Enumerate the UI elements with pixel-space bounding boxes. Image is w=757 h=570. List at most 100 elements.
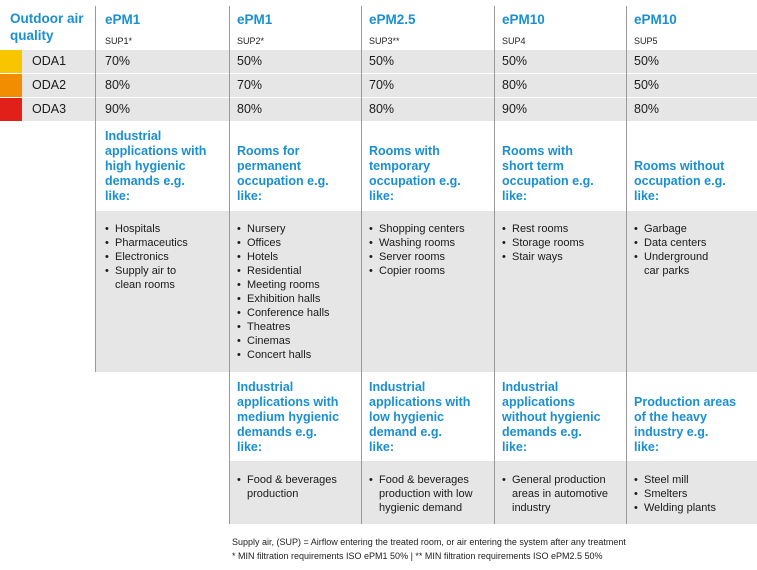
title-line: without hygienic <box>502 410 601 424</box>
list-item: Offices <box>237 236 330 250</box>
list-item: Supply air to <box>105 264 188 278</box>
oda1-color-swatch <box>0 50 22 73</box>
oda-value: 50% <box>502 54 528 68</box>
oda-value: 70% <box>105 54 131 68</box>
column-sup: SUP4 <box>502 36 526 46</box>
title-line: Industrial <box>502 380 559 394</box>
title-line: of the heavy <box>634 410 707 424</box>
list-item: Meeting rooms <box>237 278 330 292</box>
column-sup: SUP1* <box>105 36 133 46</box>
footnote-sup-definition: Supply air, (SUP) = Airflow entering the… <box>232 537 626 547</box>
row-header-line2: quality <box>10 28 54 43</box>
industrial-examples-list: Food & beverages production with low hyg… <box>369 473 473 515</box>
oda-value: 50% <box>634 54 660 68</box>
list-item: Food & beverages <box>369 473 473 487</box>
list-item: Nursery <box>237 222 330 236</box>
room-category-title: Industrial applications with high hygien… <box>105 129 206 204</box>
title-line: Industrial <box>105 129 162 143</box>
list-item: Exhibition halls <box>237 292 330 306</box>
title-line: temporary <box>369 159 431 173</box>
list-item-continuation: car parks <box>644 265 690 277</box>
list-item: Washing rooms <box>369 236 465 250</box>
list-item: Smelters <box>634 487 716 501</box>
title-line: Rooms without <box>634 159 725 173</box>
oda-value: 70% <box>369 78 395 92</box>
title-line: Industrial <box>237 380 294 394</box>
column-title: ePM10 <box>634 12 677 27</box>
list-item-continuation: clean rooms <box>115 279 175 291</box>
oda-band <box>0 50 757 121</box>
list-item-continuation: areas in automotive <box>512 488 608 500</box>
oda-value: 90% <box>105 102 131 116</box>
list-item: Storage rooms <box>502 236 584 250</box>
title-line: Rooms for <box>237 144 300 158</box>
list-item: Garbage <box>634 222 708 236</box>
industrial-category-title: Production areas of the heavy industry e… <box>634 395 736 455</box>
list-item: Electronics <box>105 250 188 264</box>
industrial-category-title: Industrial applications without hygienic… <box>502 380 601 455</box>
column-divider <box>229 6 230 524</box>
title-line: like: <box>237 440 263 454</box>
column-header-1: ePM1 SUP1* <box>105 12 140 46</box>
room-examples-list: Shopping centers Washing rooms Server ro… <box>369 222 465 278</box>
room-examples-list: Rest rooms Storage rooms Stair ways <box>502 222 584 264</box>
column-header-2: ePM1 SUP2* <box>237 12 272 46</box>
title-line: low hygienic <box>369 410 445 424</box>
list-item: Steel mill <box>634 473 716 487</box>
list-item: Theatres <box>237 320 330 334</box>
row-header: Outdoor air quality <box>10 10 84 44</box>
list-item: Copier rooms <box>369 264 465 278</box>
title-line: like: <box>634 440 660 454</box>
list-item-continuation: production <box>247 488 299 500</box>
oda-value: 50% <box>369 54 395 68</box>
room-examples-list: Nursery Offices Hotels Residential Meeti… <box>237 222 330 362</box>
column-header-3: ePM2.5 SUP3** <box>369 12 416 46</box>
room-category-title: Rooms with temporary occupation e.g. lik… <box>369 144 461 204</box>
title-line: high hygienic <box>105 159 186 173</box>
title-line: medium hygienic <box>237 410 340 424</box>
list-item: Rest rooms <box>502 222 584 236</box>
oda3-color-swatch <box>0 98 22 121</box>
title-line: applications with <box>105 144 207 158</box>
industrial-examples-list: Food & beverages production <box>237 473 337 501</box>
row-separator <box>0 73 757 74</box>
room-examples-list: Garbage Data centers Underground car par… <box>634 222 708 278</box>
industrial-examples-list: General production areas in automotive i… <box>502 473 608 515</box>
list-item: Pharmaceutics <box>105 236 188 250</box>
column-divider <box>494 6 495 524</box>
room-category-title: Rooms with short term occupation e.g. li… <box>502 144 594 204</box>
oda-value: 80% <box>237 102 263 116</box>
list-item: Concert halls <box>237 348 330 362</box>
industrial-category-title: Industrial applications with medium hygi… <box>237 380 339 455</box>
column-divider <box>626 6 627 524</box>
title-line: Production areas <box>634 395 737 409</box>
column-sup: SUP2* <box>237 36 265 46</box>
list-item: Food & beverages <box>237 473 337 487</box>
column-title: ePM1 <box>237 12 273 27</box>
column-divider <box>361 6 362 524</box>
title-line: Industrial <box>369 380 426 394</box>
industrial-examples-list: Steel mill Smelters Welding plants <box>634 473 716 515</box>
list-item: General production <box>502 473 608 487</box>
list-item: Residential <box>237 264 330 278</box>
title-line: demands e.g. <box>237 425 317 439</box>
industrial-category-title: Industrial applications with low hygieni… <box>369 380 470 455</box>
list-item: Hotels <box>237 250 330 264</box>
title-line: like: <box>634 189 660 203</box>
list-item-continuation: production with low <box>379 488 473 500</box>
title-line: occupation e.g. <box>237 174 329 188</box>
column-title: ePM1 <box>105 12 141 27</box>
title-line: applications with <box>369 395 471 409</box>
oda-value: 50% <box>237 54 263 68</box>
title-line: like: <box>105 189 131 203</box>
list-item: Welding plants <box>634 501 716 515</box>
room-category-title: Rooms without occupation e.g. like: <box>634 159 726 204</box>
title-line: like: <box>502 440 528 454</box>
title-line: Rooms with <box>369 144 440 158</box>
oda-value: 90% <box>502 102 528 116</box>
oda-label: ODA3 <box>32 102 67 116</box>
oda-value: 70% <box>237 78 263 92</box>
column-header-4: ePM10 SUP4 <box>502 12 545 46</box>
list-item: Underground <box>634 250 708 264</box>
room-examples-list: Hospitals Pharmaceutics Electronics Supp… <box>105 222 188 292</box>
